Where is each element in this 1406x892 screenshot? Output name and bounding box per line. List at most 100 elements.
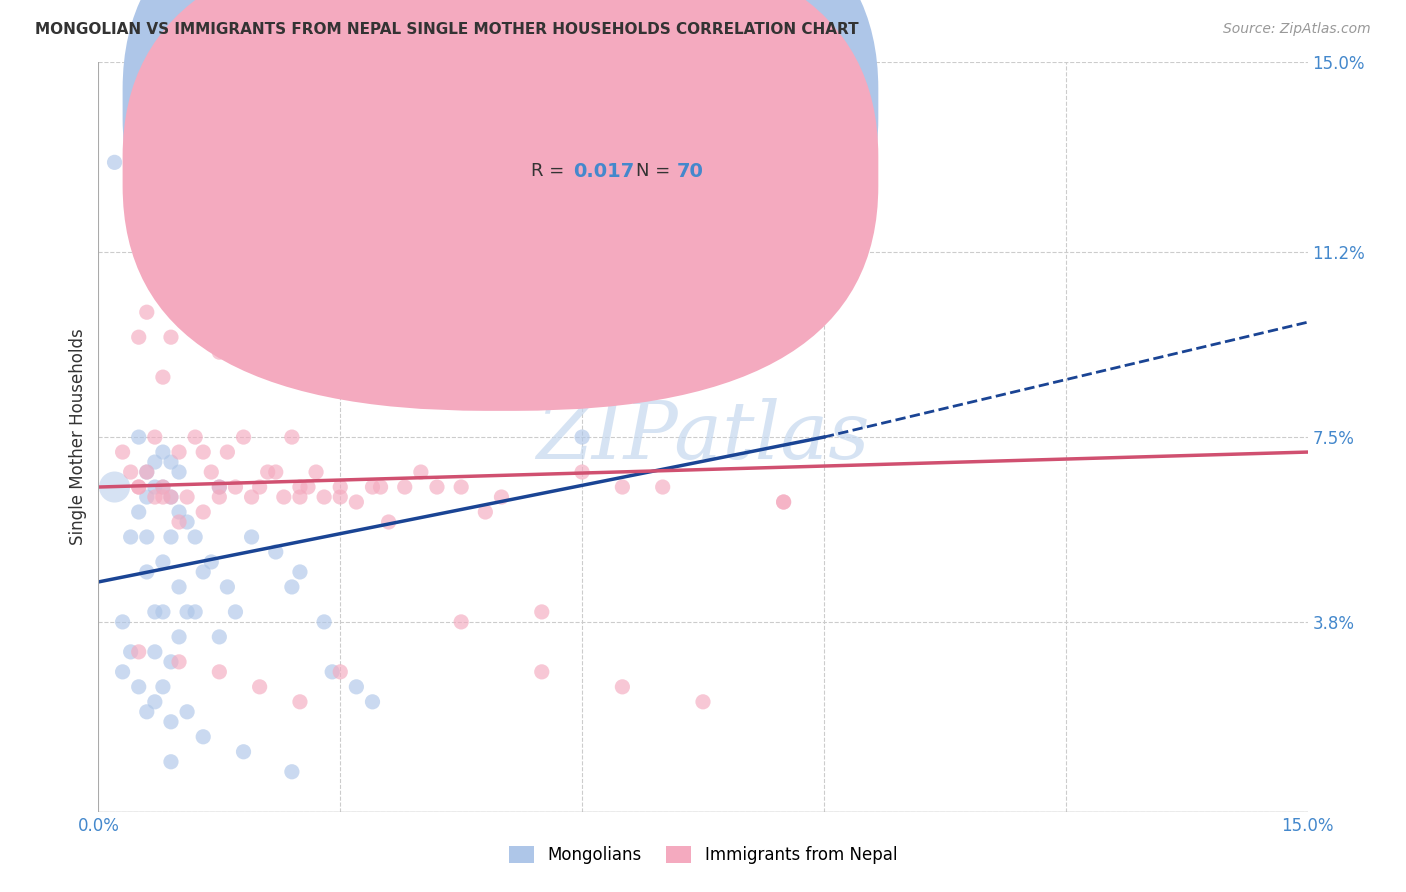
Point [167,630,190,644]
Point [152,480,174,494]
Point [530,665,553,679]
Text: 70: 70 [676,161,703,180]
Point [329,665,352,679]
Y-axis label: Single Mother Households: Single Mother Households [69,329,87,545]
Point [208,630,231,644]
Point [329,480,352,494]
Point [184,430,207,444]
Point [224,605,246,619]
Point [232,430,254,444]
Point [160,455,183,469]
Point [193,730,215,744]
Point [160,714,183,729]
Point [249,305,271,319]
Point [128,430,150,444]
Point [264,545,287,559]
Point [103,480,125,494]
Point [692,695,714,709]
Point [361,480,384,494]
Point [314,615,336,629]
Point [329,490,352,504]
Text: N =: N = [637,162,676,180]
Point [167,265,190,279]
Point [184,605,207,619]
Point [120,530,142,544]
Point [152,480,174,494]
Point [176,490,198,504]
Point [128,645,150,659]
Point [184,265,207,279]
Point [176,515,198,529]
Point [450,480,472,494]
Point [135,565,157,579]
Point [120,105,142,120]
Point [281,430,304,444]
Point [128,480,150,494]
Point [143,645,166,659]
Point [143,480,166,494]
Text: N =: N = [637,95,676,112]
Point [152,445,174,459]
Point [208,480,231,494]
Point [314,490,336,504]
Point [281,764,304,779]
Point [135,465,157,479]
Point [772,495,794,509]
Point [167,465,190,479]
Point [167,580,190,594]
Point [571,465,593,479]
Point [208,665,231,679]
Point [143,605,166,619]
Point [200,555,222,569]
Point [160,755,183,769]
Point [370,480,392,494]
Point [111,445,134,459]
Point [152,490,174,504]
Point [305,465,328,479]
Point [152,605,174,619]
Point [249,680,271,694]
Point [135,530,157,544]
Point [160,655,183,669]
Point [152,555,174,569]
Point [167,445,190,459]
Text: ZIPatlas: ZIPatlas [536,399,870,475]
Point [160,490,183,504]
Point [160,490,183,504]
Point [288,695,311,709]
Point [193,565,215,579]
Point [264,465,287,479]
Point [651,480,673,494]
Point [193,445,215,459]
Point [160,330,183,344]
Point [409,465,432,479]
Point [288,490,311,504]
Point [426,480,449,494]
Point [167,505,190,519]
Text: R =: R = [531,162,571,180]
Point [208,490,231,504]
Point [143,455,166,469]
Text: MONGOLIAN VS IMMIGRANTS FROM NEPAL SINGLE MOTHER HOUSEHOLDS CORRELATION CHART: MONGOLIAN VS IMMIGRANTS FROM NEPAL SINGL… [35,22,859,37]
FancyBboxPatch shape [122,0,879,411]
Point [273,490,295,504]
Point [111,615,134,629]
Point [361,695,384,709]
Point [474,505,496,519]
Point [135,705,157,719]
FancyBboxPatch shape [122,0,879,343]
Point [176,705,198,719]
Point [128,480,150,494]
Point [571,430,593,444]
Point [128,505,150,519]
Point [135,490,157,504]
Point [103,155,125,169]
Point [256,465,278,479]
Point [321,665,343,679]
Point [152,370,174,384]
Point [120,645,142,659]
Legend: Mongolians, Immigrants from Nepal: Mongolians, Immigrants from Nepal [502,839,904,871]
Point [394,480,416,494]
Point [297,480,319,494]
Point [281,580,304,594]
